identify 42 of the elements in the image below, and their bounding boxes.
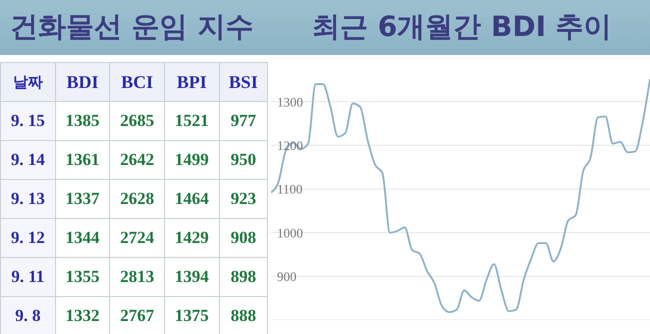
chart-title: 최근 6개월간 BDI 추이: [312, 9, 612, 45]
legend-label: BDI: [55, 62, 110, 102]
legend-label: BSI: [219, 62, 268, 102]
data-label: 1375: [164, 296, 220, 334]
data-label: 1361: [55, 140, 110, 180]
data-label: 1385: [55, 102, 110, 140]
category-label: 9. 15: [0, 102, 56, 140]
text: 건화물선 운임 지수: [10, 9, 254, 45]
data-label: 1355: [55, 258, 110, 296]
data-label: 1394: [164, 258, 220, 296]
data-label: 888: [219, 296, 268, 334]
text: 날짜: [0, 62, 56, 102]
data-label: 1337: [55, 180, 110, 218]
data-label: 898: [219, 258, 268, 296]
legend-label: BCI: [110, 62, 164, 102]
data-label: 950: [219, 140, 268, 180]
y-tick-label: 1000: [277, 225, 303, 240]
line-series: [271, 78, 650, 314]
data-label: 2642: [110, 140, 164, 180]
category-label: 9. 13: [0, 180, 56, 218]
data-label: 2685: [110, 102, 164, 140]
data-label: 2767: [110, 296, 164, 334]
category-label: 9. 12: [0, 218, 56, 258]
data-label: 2724: [110, 218, 164, 258]
data-label: 1464: [164, 180, 220, 218]
y-tick-label: 1300: [277, 94, 303, 110]
y-tick-label: 900: [277, 268, 296, 284]
data-label: 1332: [55, 296, 110, 334]
category-label: 9. 11: [0, 258, 56, 296]
data-label: 977: [219, 102, 268, 140]
data-label: 923: [219, 180, 268, 218]
data-label: 1429: [164, 218, 220, 258]
category-label: 9. 8: [0, 296, 56, 334]
data-label: 2813: [110, 258, 164, 296]
category-label: 9. 14: [0, 140, 56, 180]
legend-label: BPI: [164, 62, 220, 102]
data-label: 1499: [164, 140, 220, 180]
y-tick-label: 1100: [277, 182, 303, 197]
data-label: 1344: [55, 218, 110, 258]
data-label: 908: [219, 218, 268, 258]
data-label: 2628: [110, 180, 164, 218]
data-label: 1521: [164, 102, 220, 140]
